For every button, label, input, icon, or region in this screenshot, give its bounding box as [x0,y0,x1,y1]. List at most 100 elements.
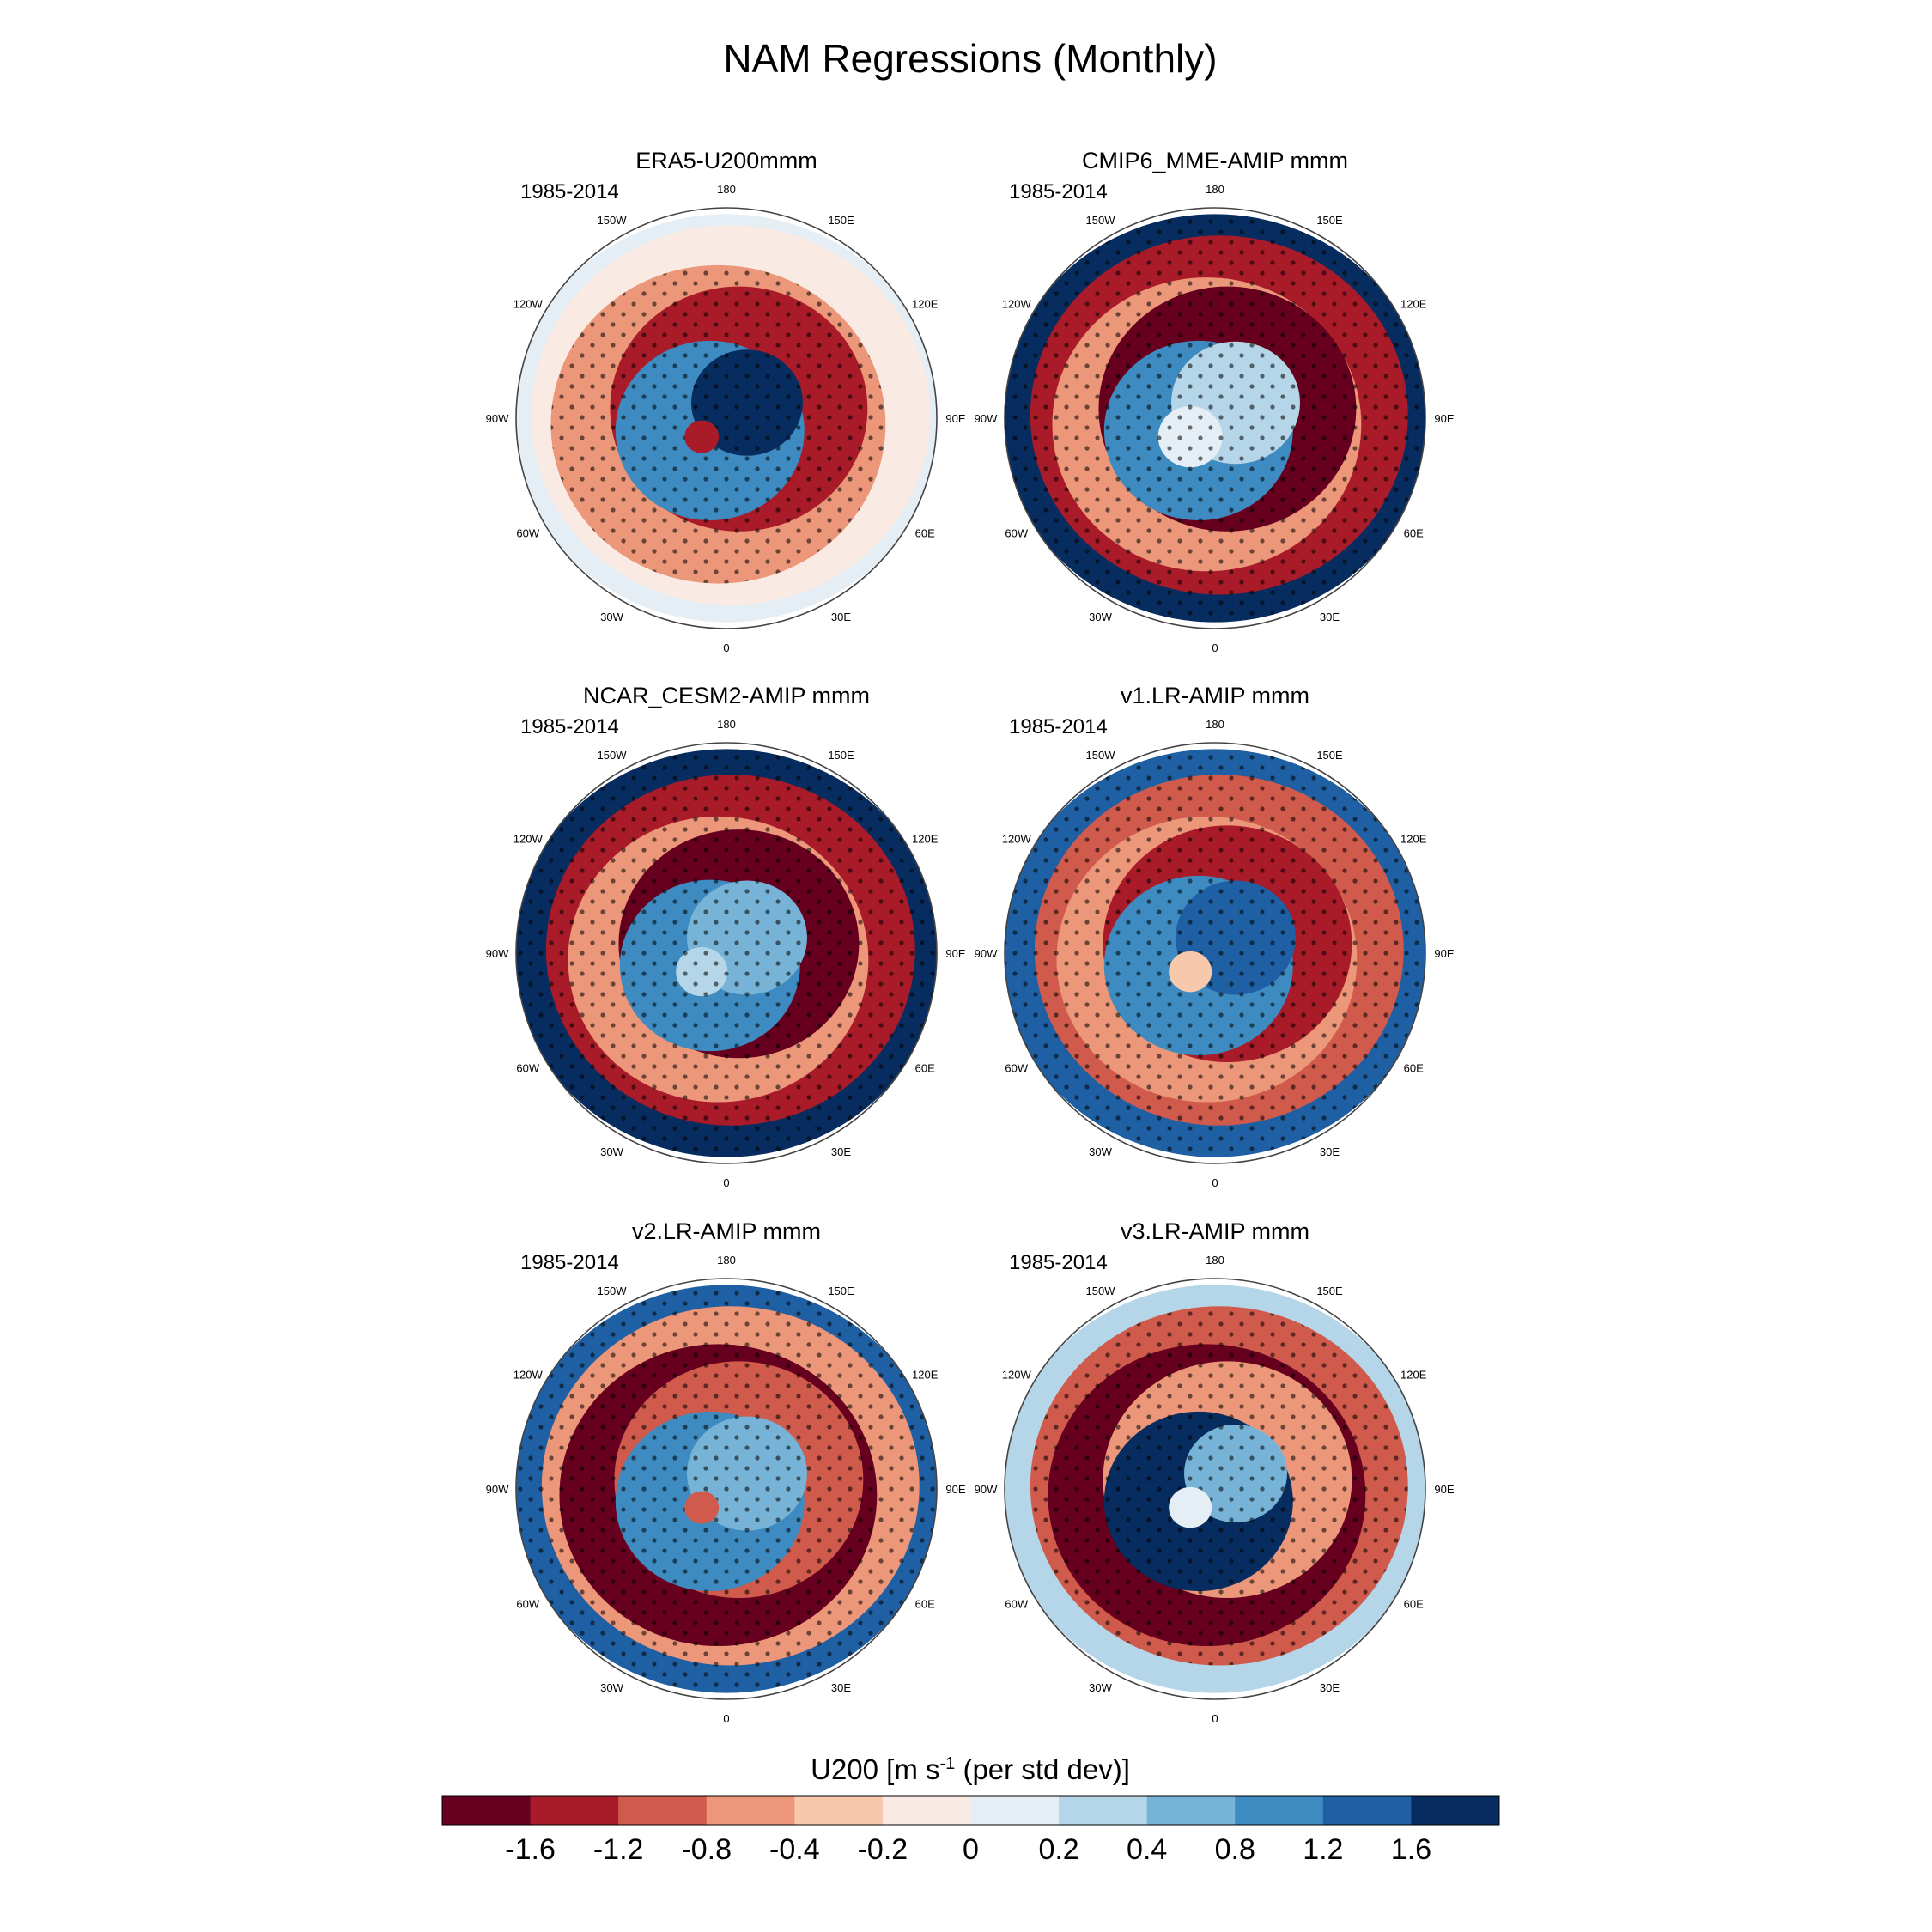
significance-stipple [691,349,803,456]
longitude-label: 90E [1434,947,1454,960]
longitude-label: 150E [1316,214,1343,227]
longitude-label: 120E [1400,833,1427,846]
panel-period: 1985-2014 [520,715,619,738]
longitude-label: 90W [975,412,998,425]
colorbar-tick-label: 1.6 [1391,1833,1431,1866]
colorbar: U200 [m s-1 (per std dev)] -1.6 -1.2 -0.8 -0… [441,1753,1500,1866]
panels-group: 180 150E 120E 90E 60E 30E 0 30W 60W 90W 120W 150W ER… [486,148,1455,1725]
panel-title: ERA5-U200mmm [635,148,817,173]
panel-period: 1985-2014 [520,180,619,204]
panel-field [1005,214,1425,623]
colorbar-tick-label: 0.8 [1215,1833,1255,1866]
anomaly-band [1169,951,1212,993]
colorbar-swatch [530,1796,619,1825]
longitude-label: 30E [831,1681,851,1694]
longitude-label: 60W [1005,1598,1028,1611]
longitude-label: 60E [1404,1062,1424,1075]
significance-stipple [1184,1424,1287,1523]
longitude-label: 180 [717,718,736,731]
panel-title: v2.LR-AMIP mmm [632,1218,821,1244]
longitude-label: 30W [600,1145,623,1158]
longitude-label: 30W [1089,1145,1112,1158]
longitude-label: 60W [516,1598,539,1611]
longitude-label: 180 [717,183,736,196]
longitude-label: 0 [1212,1712,1218,1725]
colorbar-title: U200 [m s-1 (per std dev)] [811,1753,1130,1785]
panel-2: 180 150E 120E 90E 60E 30E 0 30W 60W 90W 120W 150W CM… [975,148,1455,654]
longitude-label: 60W [516,527,539,540]
map-boundary [515,742,938,1164]
longitude-label: 0 [1212,1176,1218,1189]
panel-title: CMIP6_MME-AMIP mmm [1082,148,1348,173]
longitude-label: 60E [915,527,935,540]
panel-period: 1985-2014 [1009,180,1108,204]
colorbar-swatch [1059,1796,1148,1825]
longitude-label: 120W [1002,298,1032,311]
significance-stipple [676,947,728,997]
longitude-label: 150W [598,749,628,762]
colorbar-title-main: U200 [m s [811,1753,939,1785]
panel-period: 1985-2014 [1009,1251,1108,1274]
longitude-label: 30E [1320,1145,1340,1158]
colorbar-swatch [1411,1796,1500,1825]
longitude-label: 150W [1086,749,1116,762]
longitude-label: 120E [1400,1369,1427,1382]
colorbar-swatch [882,1796,971,1825]
longitude-label: 30W [1089,1681,1112,1694]
colorbar-title-sup: -1 [940,1754,956,1773]
longitude-label: 120E [912,1369,939,1382]
map-boundary [1004,742,1426,1164]
longitude-label: 150E [1316,1285,1343,1297]
longitude-label: 90E [945,947,965,960]
colorbar-tick-label: -0.2 [858,1833,908,1866]
colorbar-tick-label: 0 [963,1833,979,1866]
longitude-label: 60E [1404,1598,1424,1611]
longitude-label: 150W [598,1285,628,1297]
longitude-label: 30W [600,1681,623,1694]
longitude-label: 30E [831,1145,851,1158]
longitude-label: 90W [486,412,509,425]
longitude-label: 30W [600,611,623,623]
longitude-label: 150E [828,749,854,762]
colorbar-frame [441,1795,1500,1826]
longitude-label: 120W [513,1369,544,1382]
colorbar-swatch [706,1796,795,1825]
longitude-label: 150W [1086,1285,1116,1297]
colorbar-tick-label: 0.4 [1127,1833,1167,1866]
colorbar-tick-label: 1.2 [1303,1833,1343,1866]
longitude-label: 180 [1206,1254,1224,1267]
longitude-label: 180 [1206,718,1224,731]
longitude-label: 150E [828,1285,854,1297]
colorbar-tick-label: -0.8 [681,1833,732,1866]
longitude-label: 30W [1089,611,1112,623]
longitude-label: 120W [513,298,544,311]
longitude-label: 60W [1005,1062,1028,1075]
panel-title: NCAR_CESM2-AMIP mmm [583,683,870,708]
colorbar-swatch [1146,1796,1236,1825]
panel-field [1005,749,1425,1157]
figure-title: NAM Regressions (Monthly) [723,36,1217,81]
colorbar-tick-label: 0.2 [1038,1833,1078,1866]
longitude-label: 90E [1434,412,1454,425]
anomaly-band [684,1491,720,1524]
map-boundary [515,207,938,629]
longitude-label: 60E [915,1598,935,1611]
panel-field [1005,1285,1425,1693]
anomaly-band [684,420,720,453]
longitude-label: 90W [975,947,998,960]
map-boundary [1004,1278,1426,1700]
longitude-label: 90E [945,412,965,425]
colorbar-tick-label: -1.2 [593,1833,644,1866]
longitude-label: 150E [828,214,854,227]
panel-title: v3.LR-AMIP mmm [1121,1218,1309,1244]
colorbar-swatch [618,1796,708,1825]
colorbar-swatch [794,1796,884,1825]
panel-6: 180 150E 120E 90E 60E 30E 0 30W 60W 90W 120W 150W v3… [975,1218,1455,1725]
longitude-label: 0 [723,641,729,654]
panel-5: 180 150E 120E 90E 60E 30E 0 30W 60W 90W 120W 150W v2… [486,1218,966,1725]
longitude-label: 120W [1002,1369,1032,1382]
panel-period: 1985-2014 [520,1251,619,1274]
longitude-label: 30E [831,611,851,623]
longitude-label: 120E [912,833,939,846]
